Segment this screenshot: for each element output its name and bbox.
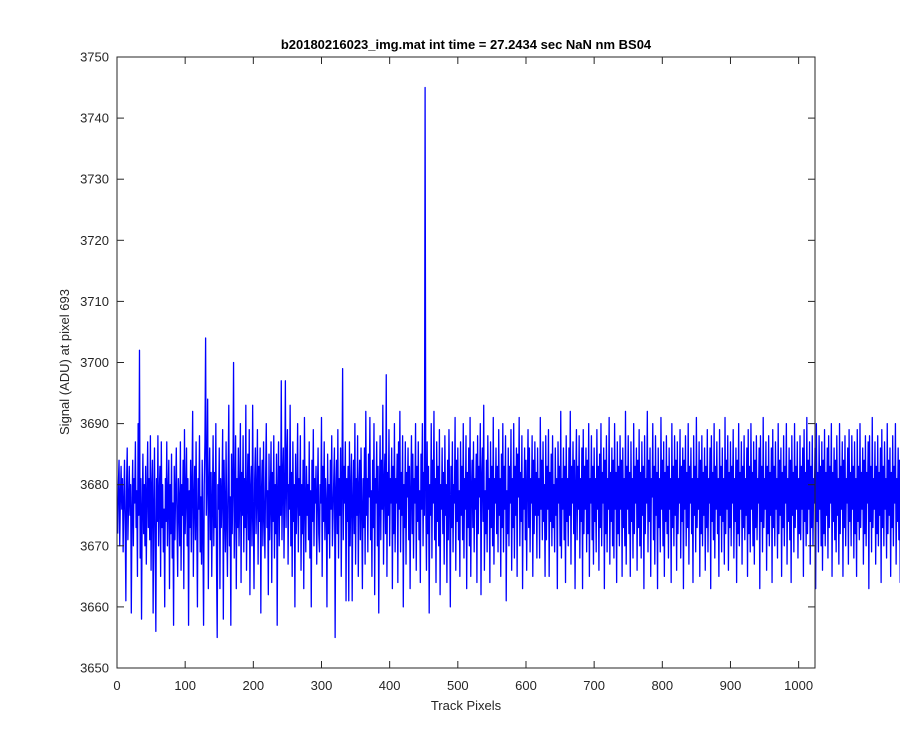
x-tick-label: 0	[113, 678, 120, 693]
series-layer	[117, 86, 900, 639]
series-line-1	[117, 86, 900, 639]
chart-title: b20180216023_img.mat int time = 27.2434 …	[281, 37, 652, 52]
x-tick-label: 300	[311, 678, 333, 693]
y-tick-label: 3650	[80, 661, 109, 676]
y-tick-label: 3700	[80, 355, 109, 370]
y-tick-label: 3690	[80, 416, 109, 431]
y-axis-ticks: 3650 3660 3670 3680 3690 3700 3710 3720 3730 3740…	[80, 50, 815, 676]
y-tick-label: 3740	[80, 111, 109, 126]
y-tick-label: 3670	[80, 538, 109, 553]
y-tick-label: 3680	[80, 477, 109, 492]
y-axis-label: Signal (ADU) at pixel 693	[57, 289, 72, 435]
x-tick-label: 1000	[784, 678, 813, 693]
y-tick-label: 3730	[80, 172, 109, 187]
y-tick-label: 3720	[80, 233, 109, 248]
x-tick-label: 500	[447, 678, 469, 693]
y-tick-label: 3710	[80, 294, 109, 309]
x-tick-label: 400	[379, 678, 401, 693]
x-tick-label: 600	[515, 678, 537, 693]
y-tick-label: 3750	[80, 50, 109, 65]
x-tick-label: 100	[174, 678, 196, 693]
x-tick-label: 800	[651, 678, 673, 693]
x-tick-label: 200	[242, 678, 264, 693]
x-tick-label: 900	[720, 678, 742, 693]
y-tick-label: 3660	[80, 599, 109, 614]
x-axis-label: Track Pixels	[431, 698, 502, 713]
x-axis-ticks: 0 100 200 300 400 500 600 700 800 900 1000	[113, 57, 813, 693]
x-tick-label: 700	[583, 678, 605, 693]
